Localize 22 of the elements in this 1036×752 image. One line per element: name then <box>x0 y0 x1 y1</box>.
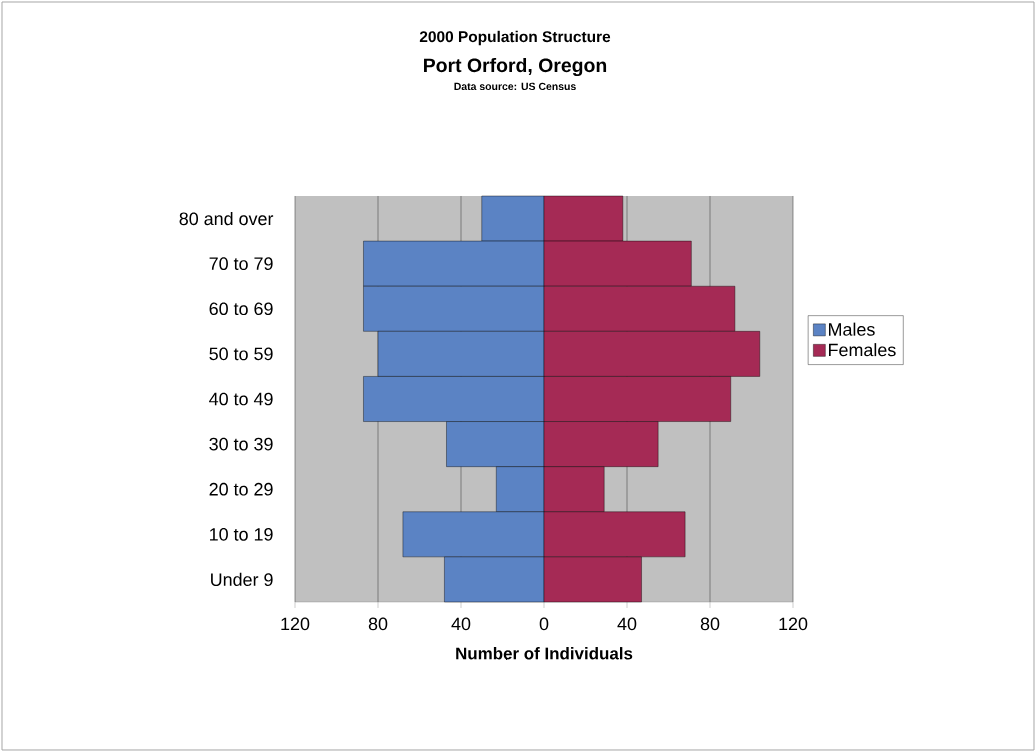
y-tick-label: 40 to 49 <box>209 392 273 406</box>
x-axis-title: Number of Individuals <box>456 647 633 660</box>
y-tick-label: Under 9 <box>211 572 273 587</box>
legend-label: Males <box>829 322 875 336</box>
y-tick-label: 10 to 19 <box>210 527 273 541</box>
y-tick-label: 20 to 29 <box>209 482 273 496</box>
x-tick-label: 80 <box>368 617 388 631</box>
y-tick-label: 80 and over <box>179 211 274 226</box>
legend-label: Females <box>829 343 896 357</box>
x-tick-label: 40 <box>617 617 637 631</box>
y-tick-label: 60 to 69 <box>209 302 273 316</box>
y-tick-label: 30 to 39 <box>209 437 273 451</box>
x-tick-label: 0 <box>539 617 549 631</box>
chart-title: 2000 Population Structure <box>419 30 611 46</box>
chart-subtitle: Port Orford, Oregon <box>424 57 607 77</box>
x-tick-label: 120 <box>281 617 310 631</box>
x-tick-label: 120 <box>779 617 808 631</box>
y-tick-label: 50 to 59 <box>209 347 273 361</box>
y-tick-label: 70 to 79 <box>209 257 273 271</box>
source-note: Data source: US Census <box>454 82 576 91</box>
x-tick-label: 40 <box>451 617 471 631</box>
x-tick-label: 80 <box>700 617 720 631</box>
